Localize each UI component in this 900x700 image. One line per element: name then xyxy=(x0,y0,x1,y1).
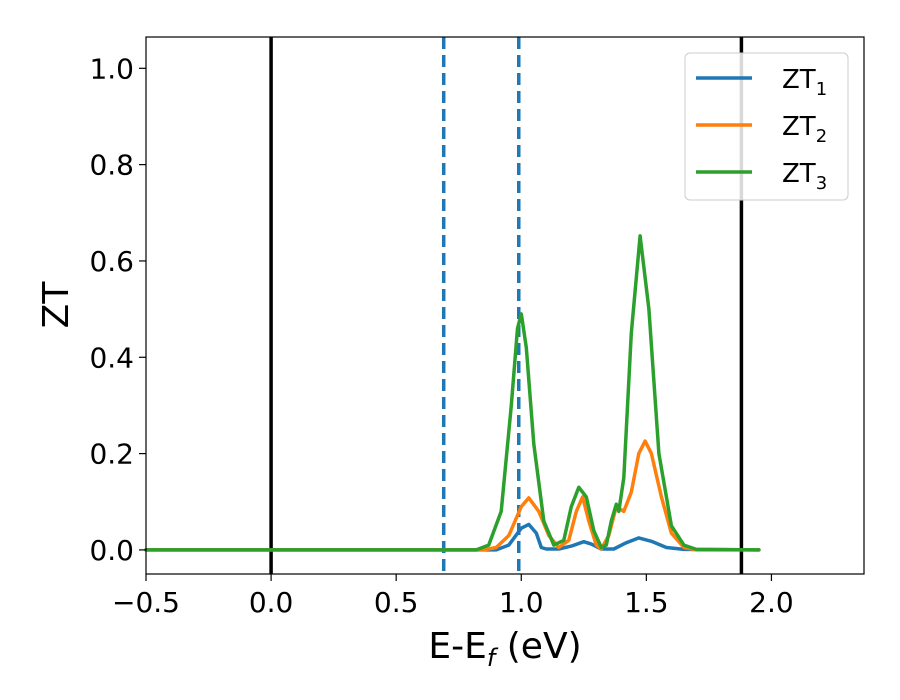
y-tick-label: 0.4 xyxy=(89,341,134,374)
series-line-zt3 xyxy=(144,234,761,552)
legend-box xyxy=(684,52,849,201)
x-axis-title: E-Ef (eV) xyxy=(428,626,581,672)
y-tick-label: 0.2 xyxy=(89,438,134,471)
x-tick-label: −0.5 xyxy=(112,586,180,619)
x-axis-ticks: −0.5 0.0 0.5 1.0 1.5 2.0 xyxy=(112,574,794,619)
series-line-zt1 xyxy=(144,522,761,552)
x-tick-label: 2.0 xyxy=(749,586,794,619)
x-tick-label: 1.0 xyxy=(499,586,544,619)
y-tick-label: 0.6 xyxy=(89,245,134,278)
legend-label-zt3: ZT3 xyxy=(782,159,827,194)
legend-label-zt1: ZT1 xyxy=(782,65,827,100)
plot-frame xyxy=(145,36,865,575)
x-tick-label: 1.5 xyxy=(624,586,669,619)
series-lines xyxy=(144,234,761,552)
y-tick-label: 0.8 xyxy=(89,149,134,182)
y-axis-ticks: 0.0 0.2 0.4 0.6 0.8 1.0 xyxy=(89,52,146,567)
series-line-zt2 xyxy=(144,439,761,552)
y-tick-label: 0.0 xyxy=(89,534,134,567)
legend: ZT1 ZT2 ZT3 xyxy=(684,52,849,201)
y-tick-label: 1.0 xyxy=(89,52,134,85)
legend-label-zt2: ZT2 xyxy=(782,112,827,147)
legend-items: ZT1 ZT2 ZT3 xyxy=(696,65,827,194)
x-tick-label: 0.0 xyxy=(249,586,294,619)
x-tick-label: 0.5 xyxy=(374,586,419,619)
y-axis-title: ZT xyxy=(36,281,77,329)
